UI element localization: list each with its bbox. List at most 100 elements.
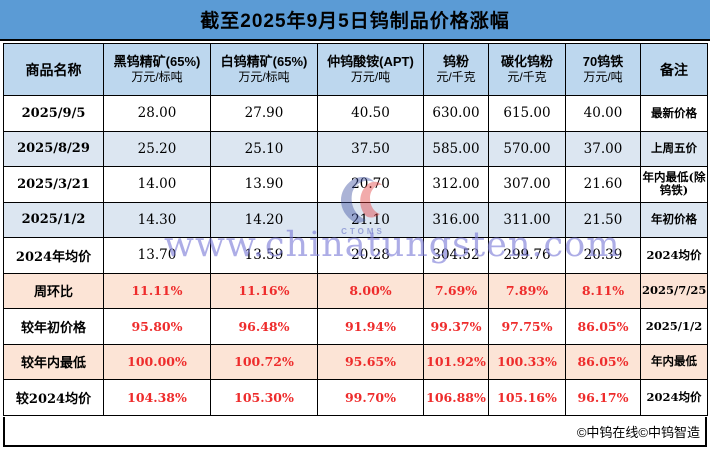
- table-cell: 570.00: [488, 130, 566, 167]
- table-cell: 630.00: [423, 95, 489, 132]
- table-cell: 585.00: [423, 130, 489, 167]
- remark-cell: 2025/1/2: [640, 308, 708, 345]
- remark-cell: 年初价格: [640, 201, 708, 238]
- column-unit: 万元/吨: [583, 70, 623, 84]
- remark-cell: 2024均价: [640, 237, 708, 274]
- table-cell: 86.05%: [565, 308, 641, 345]
- table-cell: 20.70: [317, 166, 424, 203]
- table-cell: 13.90: [210, 166, 318, 203]
- table-cell: 13.70: [103, 237, 211, 274]
- column-unit: 元/千克: [507, 70, 547, 84]
- page-title: 截至2025年9月5日钨制品价格涨幅: [0, 0, 710, 41]
- table-cell: 86.05%: [565, 343, 641, 380]
- column-unit: 元/千克: [436, 70, 476, 84]
- table-row: 较年初价格 95.80% 96.48% 91.94% 99.37% 97.75%…: [3, 308, 708, 345]
- table-cell: 11.11%: [103, 272, 211, 309]
- table-cell: 96.17%: [565, 379, 641, 416]
- table-cell: 28.00: [103, 95, 211, 132]
- table-cell: 25.10: [210, 130, 318, 167]
- table-cell: 21.50: [565, 201, 641, 238]
- table-cell: 14.00: [103, 166, 211, 203]
- row-label: 周环比: [3, 272, 104, 309]
- column-unit: 万元/标吨: [131, 70, 183, 84]
- table-cell: 7.89%: [488, 272, 566, 309]
- table-row: 较2024均价 104.38% 105.30% 99.70% 106.88% 1…: [3, 379, 708, 416]
- table-cell: 99.70%: [317, 379, 424, 416]
- row-label: 2025/9/5: [3, 95, 104, 132]
- table-cell: 307.00: [488, 166, 566, 203]
- table-row: 较年内最低 100.00% 100.72% 95.65% 101.92% 100…: [3, 343, 708, 380]
- table-cell: 91.94%: [317, 308, 424, 345]
- table-cell: 21.60: [565, 166, 641, 203]
- column-name: 碳化钨粉: [500, 54, 553, 69]
- column-header: 黑钨精矿(65%) 万元/标吨: [103, 43, 211, 96]
- price-table: 商品名称 黑钨精矿(65%) 万元/标吨 白钨精矿(65%) 万元/标吨 仲钨酸…: [3, 43, 708, 416]
- table-cell: 105.16%: [488, 379, 566, 416]
- table-cell: 101.92%: [423, 343, 489, 380]
- table-cell: 97.75%: [488, 308, 566, 345]
- remark-cell: 年内最低: [640, 343, 708, 380]
- column-name: 70钨铁: [582, 54, 624, 69]
- row-label: 2025/1/2: [3, 201, 104, 238]
- table-cell: 37.00: [565, 130, 641, 167]
- column-header: 仲钨酸铵(APT) 万元/吨: [317, 43, 424, 96]
- row-label: 2025/8/29: [3, 130, 104, 167]
- table-row: 2025/9/5 28.00 27.90 40.50 630.00 615.00…: [3, 95, 708, 132]
- table-cell: 14.20: [210, 201, 318, 238]
- table-cell: 100.33%: [488, 343, 566, 380]
- table-cell: 299.76: [488, 237, 566, 274]
- column-unit: 万元/吨: [350, 70, 391, 84]
- column-name: 钨粉: [442, 54, 469, 69]
- column-name: 白钨精矿(65%): [220, 54, 308, 69]
- table-cell: 104.38%: [103, 379, 211, 416]
- column-header: 钨粉 元/千克: [423, 43, 489, 96]
- table-cell: 105.30%: [210, 379, 318, 416]
- table-row: 2025/8/29 25.20 25.10 37.50 585.00 570.0…: [3, 130, 708, 167]
- table-cell: 312.00: [423, 166, 489, 203]
- remark-cell: 年内最低(除钨铁): [640, 166, 708, 203]
- table-cell: 20.28: [317, 237, 424, 274]
- column-header: 70钨铁 万元/吨: [565, 43, 641, 96]
- table-cell: 100.00%: [103, 343, 211, 380]
- footer-bar: ©中钨在线©中钨智造: [3, 417, 707, 447]
- table-row: 2025/1/2 14.30 14.20 21.10 316.00 311.00…: [3, 201, 708, 238]
- table-cell: 8.11%: [565, 272, 641, 309]
- table-cell: 106.88%: [423, 379, 489, 416]
- table-cell: 304.52: [423, 237, 489, 274]
- column-unit: 万元/标吨: [238, 70, 290, 84]
- table-cell: 14.30: [103, 201, 211, 238]
- table-cell: 25.20: [103, 130, 211, 167]
- table-cell: 37.50: [317, 130, 424, 167]
- row-label: 较2024均价: [3, 379, 104, 416]
- table-cell: 20.39: [565, 237, 641, 274]
- table-cell: 96.48%: [210, 308, 318, 345]
- table-cell: 27.90: [210, 95, 318, 132]
- footer-credit: ©中钨在线©中钨智造: [576, 424, 700, 440]
- column-header-product: 商品名称: [3, 43, 104, 96]
- remark-cell: 最新价格: [640, 95, 708, 132]
- remark-cell: 2025/7/25: [640, 272, 708, 309]
- table-cell: 95.65%: [317, 343, 424, 380]
- column-name: 仲钨酸铵(APT): [327, 54, 414, 69]
- table-cell: 7.69%: [423, 272, 489, 309]
- table-cell: 11.16%: [210, 272, 318, 309]
- column-header: 白钨精矿(65%) 万元/标吨: [210, 43, 318, 96]
- table-cell: 21.10: [317, 201, 424, 238]
- column-header-remark: 备注: [640, 43, 708, 96]
- table-cell: 99.37%: [423, 308, 489, 345]
- row-label: 较年内最低: [3, 343, 104, 380]
- row-label: 2025/3/21: [3, 166, 104, 203]
- table-cell: 8.00%: [317, 272, 424, 309]
- table-cell: 95.80%: [103, 308, 211, 345]
- table-header-row: 商品名称 黑钨精矿(65%) 万元/标吨 白钨精矿(65%) 万元/标吨 仲钨酸…: [3, 43, 708, 96]
- table-cell: 311.00: [488, 201, 566, 238]
- column-header: 碳化钨粉 元/千克: [488, 43, 566, 96]
- table-cell: 316.00: [423, 201, 489, 238]
- table-cell: 13.59: [210, 237, 318, 274]
- remark-cell: 2024均价: [640, 379, 708, 416]
- row-label: 2024年均价: [3, 237, 104, 274]
- table-row: 2024年均价 13.70 13.59 20.28 304.52 299.76 …: [3, 237, 708, 274]
- table-cell: 40.50: [317, 95, 424, 132]
- table-cell: 615.00: [488, 95, 566, 132]
- table-row: 周环比 11.11% 11.16% 8.00% 7.69% 7.89% 8.11…: [3, 272, 708, 309]
